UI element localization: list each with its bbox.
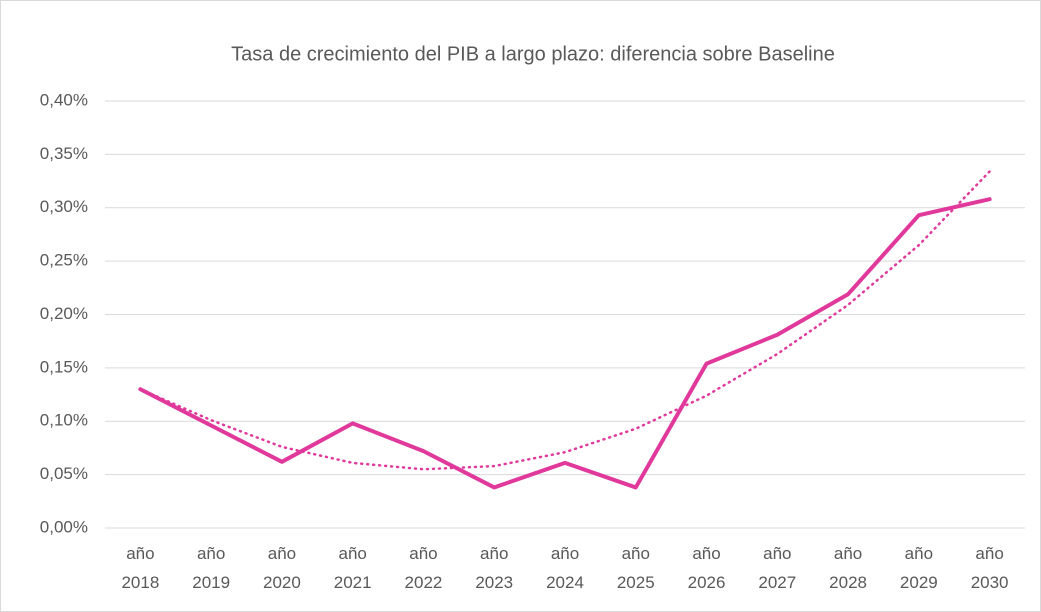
x-tick-label: año 2025 bbox=[617, 544, 655, 592]
x-tick-label: año 2019 bbox=[192, 544, 230, 592]
y-tick-label: 0,00% bbox=[40, 517, 88, 536]
x-tick-label: año 2028 bbox=[829, 544, 867, 592]
y-tick-label: 0,40% bbox=[40, 90, 88, 109]
y-tick-label: 0,15% bbox=[40, 357, 88, 376]
y-tick-label: 0,10% bbox=[40, 411, 88, 430]
y-tick-label: 0,35% bbox=[40, 144, 88, 163]
x-tick-label: año 2029 bbox=[900, 544, 938, 592]
y-tick-label: 0,30% bbox=[40, 197, 88, 216]
x-tick-label: año 2027 bbox=[758, 544, 796, 592]
x-tick-label: año 2022 bbox=[405, 544, 443, 592]
trend-line bbox=[139, 170, 991, 471]
x-tick-label: año 2018 bbox=[121, 544, 159, 592]
x-tick-label: año 2030 bbox=[971, 544, 1009, 592]
data-line bbox=[138, 197, 992, 490]
x-tick-label: año 2024 bbox=[546, 544, 584, 592]
x-tick-label: año 2026 bbox=[688, 544, 726, 592]
y-tick-label: 0,05% bbox=[40, 464, 88, 483]
chart-title: Tasa de crecimiento del PIB a largo plaz… bbox=[231, 43, 835, 65]
y-tick-label: 0,25% bbox=[40, 251, 88, 270]
x-tick-label: año 2023 bbox=[475, 544, 513, 592]
x-tick-label: año 2020 bbox=[263, 544, 301, 592]
x-tick-label: año 2021 bbox=[334, 544, 372, 592]
y-tick-label: 0,20% bbox=[40, 304, 88, 323]
